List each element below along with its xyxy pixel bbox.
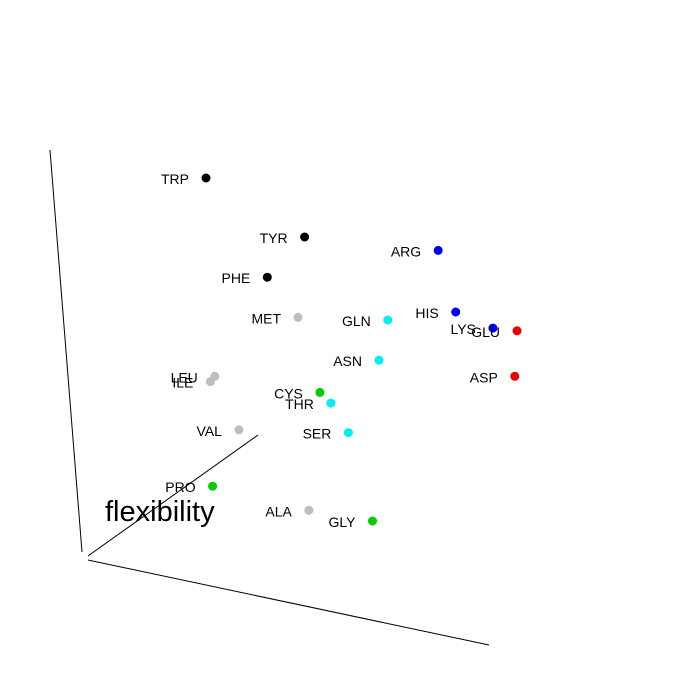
point-arg: ARG <box>391 243 443 259</box>
point-label-ile: ILE <box>172 375 193 391</box>
point-marker-tyr <box>300 232 310 242</box>
point-tyr: TYR <box>260 230 310 246</box>
point-marker-glu <box>512 326 522 336</box>
point-label-his: HIS <box>415 305 438 321</box>
point-label-tyr: TYR <box>260 230 288 246</box>
point-ser: SER <box>303 426 353 442</box>
point-label-leu: LEU <box>171 369 198 385</box>
axis-title-flexibility: flexibility <box>105 496 215 528</box>
point-marker-ile <box>205 377 215 387</box>
axis-vertical <box>49 149 83 553</box>
point-thr: THR <box>285 396 336 412</box>
point-label-phe: PHE <box>222 270 251 286</box>
point-asn: ASN <box>333 353 384 369</box>
point-label-gln: GLN <box>342 313 371 329</box>
point-label-asp: ASP <box>470 369 498 385</box>
point-ala: ALA <box>265 503 314 519</box>
point-label-ala: ALA <box>265 503 292 519</box>
point-label-thr: THR <box>285 396 314 412</box>
point-label-asn: ASN <box>333 353 362 369</box>
point-gly: GLY <box>329 514 377 530</box>
point-marker-lys <box>488 323 498 333</box>
point-label-lys: LYS <box>450 321 475 337</box>
point-lys: LYS <box>450 321 498 337</box>
point-marker-thr <box>326 398 336 408</box>
point-glu: GLU <box>471 324 522 340</box>
point-label-arg: ARG <box>391 243 421 259</box>
point-label-met: MET <box>251 310 281 326</box>
point-marker-asn <box>374 355 384 365</box>
point-label-val: VAL <box>196 423 222 439</box>
point-marker-his <box>451 307 461 317</box>
axis-bottom <box>87 559 490 646</box>
point-pro: PRO <box>165 479 218 495</box>
point-phe: PHE <box>222 270 272 286</box>
axis-depth <box>87 434 259 557</box>
point-marker-gln <box>383 315 393 325</box>
point-label-cys: CYS <box>274 385 303 401</box>
point-label-glu: GLU <box>471 324 500 340</box>
point-marker-ala <box>304 505 314 515</box>
point-marker-phe <box>262 272 272 282</box>
point-gln: GLN <box>342 313 393 329</box>
point-val: VAL <box>196 423 244 439</box>
point-marker-met <box>293 312 303 322</box>
point-marker-trp <box>201 173 211 183</box>
point-label-gly: GLY <box>329 514 357 530</box>
point-asp: ASP <box>470 369 520 385</box>
point-marker-asp <box>510 371 520 381</box>
point-trp: TRP <box>161 171 211 187</box>
point-cys: CYS <box>274 385 325 401</box>
point-met: MET <box>251 310 303 326</box>
point-label-trp: TRP <box>161 171 189 187</box>
point-label-ser: SER <box>303 426 332 442</box>
point-marker-ser <box>343 428 353 438</box>
point-marker-val <box>234 425 244 435</box>
point-ile: ILE <box>172 375 215 391</box>
point-label-pro: PRO <box>165 479 195 495</box>
axes-box: flexibility <box>49 149 490 646</box>
point-marker-cys <box>315 387 325 397</box>
point-marker-gly <box>368 516 377 526</box>
point-marker-pro <box>208 481 218 491</box>
point-marker-arg <box>433 245 443 255</box>
point-his: HIS <box>415 305 461 321</box>
